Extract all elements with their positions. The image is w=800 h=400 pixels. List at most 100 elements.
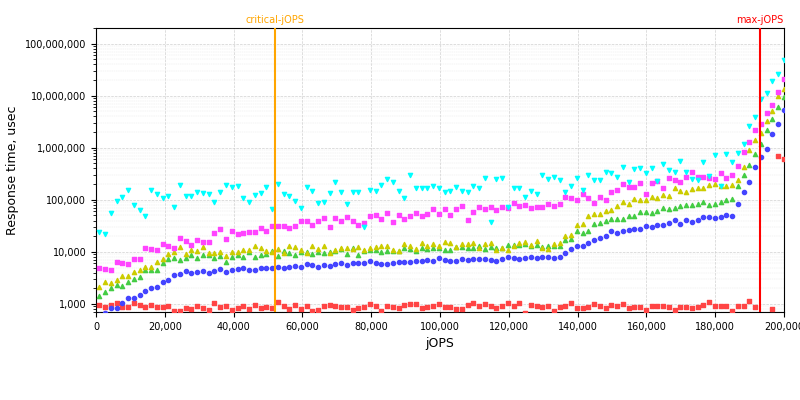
Point (156, 304, 169, 310)
Point (410, 210, 422, 216)
Point (772, 89, 785, 95)
Point (709, 201, 722, 207)
Point (634, 180, 646, 186)
Point (323, 249, 336, 256)
Point (283, 242, 296, 249)
Point (691, 177, 704, 183)
Point (657, 303, 670, 310)
Point (426, 302, 439, 309)
Point (363, 258, 376, 264)
Point (139, 245, 152, 252)
Point (134, 206, 146, 213)
Point (386, 248, 399, 254)
Point (628, 196, 641, 202)
Point (778, 156, 790, 162)
Point (634, 226, 646, 232)
Point (277, 303, 290, 310)
Point (738, 141, 750, 148)
Point (242, 246, 255, 253)
Point (174, 235, 186, 241)
Point (686, 218, 698, 225)
Point (398, 216, 410, 222)
Point (185, 242, 198, 248)
Point (219, 259, 232, 266)
Point (329, 247, 342, 253)
Point (691, 174, 704, 181)
Point (358, 260, 370, 266)
Point (237, 265, 250, 272)
Point (738, 164, 750, 170)
Point (743, 123, 756, 129)
Point (502, 242, 514, 248)
Point (208, 268, 221, 274)
Point (599, 304, 612, 311)
Point (283, 192, 296, 199)
Point (254, 245, 267, 251)
Point (168, 272, 181, 278)
Point (662, 304, 675, 310)
X-axis label: jOPS: jOPS (426, 337, 454, 350)
Point (139, 304, 152, 311)
Point (312, 306, 325, 313)
Point (502, 300, 514, 306)
Point (191, 255, 204, 261)
Point (691, 216, 704, 223)
Point (318, 215, 330, 222)
Point (242, 199, 255, 205)
Point (334, 246, 347, 252)
Point (628, 226, 641, 232)
Point (542, 254, 554, 260)
Point (639, 307, 652, 313)
Point (110, 198, 123, 204)
Point (709, 303, 722, 309)
Point (513, 184, 526, 191)
Point (237, 230, 250, 236)
Point (490, 246, 502, 253)
Point (438, 304, 451, 311)
Point (530, 190, 543, 197)
Point (749, 126, 762, 133)
Point (697, 158, 710, 165)
Point (271, 181, 284, 188)
Point (318, 303, 330, 309)
Point (720, 151, 733, 157)
Point (139, 288, 152, 294)
Point (559, 237, 572, 244)
Point (369, 260, 382, 267)
Point (237, 303, 250, 309)
Point (226, 306, 238, 313)
Point (634, 208, 646, 215)
Point (392, 305, 405, 311)
Point (386, 218, 399, 225)
Point (450, 184, 462, 190)
Point (219, 182, 232, 188)
Point (576, 305, 589, 312)
Point (674, 188, 687, 194)
Point (392, 248, 405, 254)
Point (668, 185, 681, 191)
Point (426, 241, 439, 247)
Point (300, 249, 313, 256)
Point (668, 217, 681, 223)
Point (208, 254, 221, 261)
Point (628, 213, 641, 219)
Point (473, 245, 486, 251)
Point (703, 299, 716, 306)
Point (369, 302, 382, 309)
Point (628, 166, 641, 172)
Point (496, 175, 509, 182)
Point (346, 260, 359, 266)
Point (386, 304, 399, 310)
Point (283, 225, 296, 231)
Point (754, 96, 767, 102)
Point (381, 210, 394, 217)
Point (668, 306, 681, 313)
Point (726, 182, 738, 188)
Point (334, 245, 347, 252)
Point (525, 254, 538, 260)
Point (662, 206, 675, 212)
Point (197, 252, 210, 259)
Point (703, 182, 716, 188)
Point (271, 264, 284, 270)
Point (594, 302, 606, 309)
